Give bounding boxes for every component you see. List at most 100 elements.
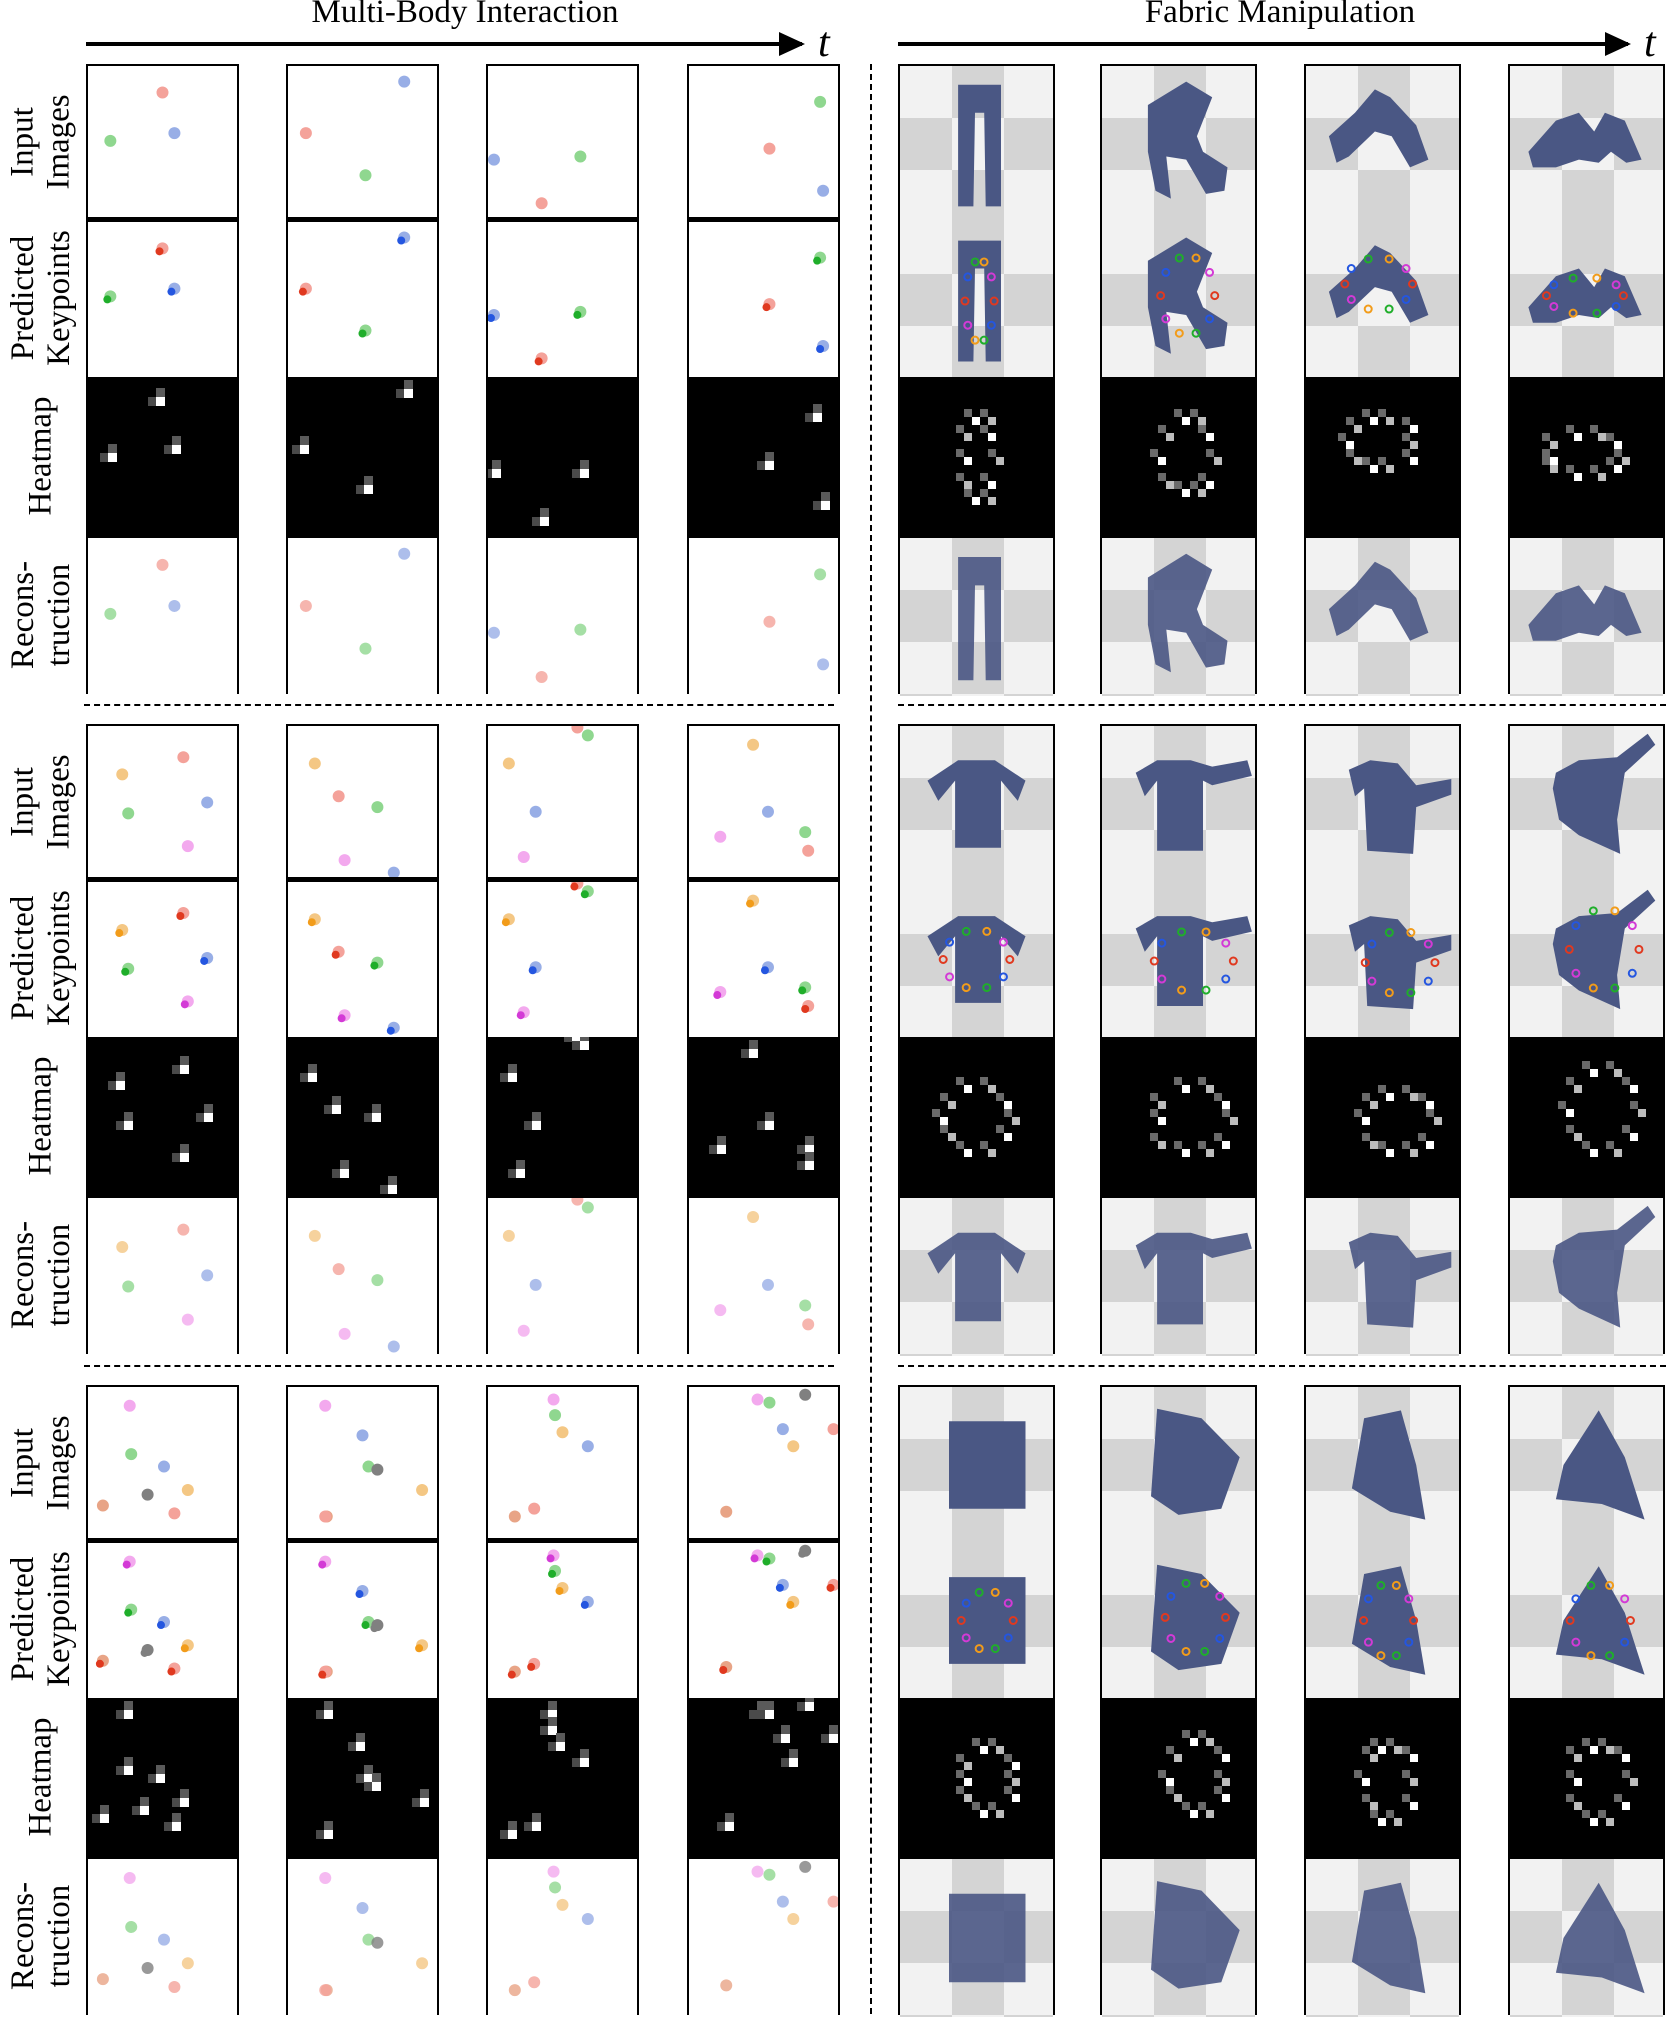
keypoint — [1215, 1591, 1225, 1601]
keypoint — [1611, 301, 1621, 311]
heatmap-peak — [172, 445, 181, 454]
ball — [720, 1979, 733, 1992]
heatmap-peak — [964, 433, 972, 441]
row-label-line: Predicted — [5, 1556, 42, 1681]
keypoint — [1360, 958, 1370, 968]
keypoint — [1571, 968, 1581, 978]
fabric-shape — [1147, 237, 1228, 354]
panel-keypoints — [1510, 222, 1663, 377]
reconstruction-image — [720, 1860, 838, 1992]
input-image — [508, 1393, 594, 1523]
heatmap-image — [1558, 1061, 1646, 1157]
heatmap-peak — [1622, 1754, 1630, 1762]
keypoint — [355, 1590, 364, 1599]
panel-keypoints — [689, 1543, 838, 1698]
heatmap-peak — [1362, 1778, 1370, 1786]
ball — [799, 826, 812, 839]
fabric-shape — [1328, 89, 1429, 168]
keypoint — [548, 1569, 557, 1578]
keypoint — [1571, 921, 1581, 931]
ball — [574, 150, 587, 163]
heatmap-peak — [988, 417, 996, 425]
panel-input — [1510, 1387, 1663, 1543]
input-image — [1328, 89, 1429, 168]
keypoint — [307, 918, 316, 927]
keypoint — [1376, 1580, 1386, 1590]
heatmap-peak — [300, 445, 309, 454]
heatmap-peak — [1614, 465, 1622, 473]
keypoint — [961, 1633, 971, 1643]
ball — [157, 1460, 170, 1473]
ball — [827, 1423, 838, 1436]
keypoints-image — [949, 1577, 1026, 1664]
heatmap-peak — [1370, 1101, 1378, 1109]
keypoint — [1586, 1580, 1596, 1590]
fabric-shape — [927, 916, 1026, 1003]
keypoint — [746, 899, 755, 908]
heatmap-image — [1338, 409, 1418, 473]
keypoint — [570, 882, 579, 891]
keypoint — [155, 247, 164, 256]
ball — [720, 1505, 733, 1518]
heatmap-image — [488, 460, 589, 526]
ball — [827, 1895, 838, 1908]
heatmap-peak — [1574, 1133, 1582, 1141]
heatmap-peak — [100, 1814, 109, 1823]
panel-reconstruction — [1510, 1198, 1663, 1356]
panel-keypoints — [288, 882, 437, 1037]
heatmap-peak — [356, 1742, 365, 1751]
heatmap-peak — [1230, 1117, 1238, 1125]
keypoint — [986, 320, 996, 330]
keypoints-image — [1528, 268, 1642, 323]
row-label-text: Predicted Keypoints — [5, 230, 77, 366]
ball — [761, 1278, 774, 1291]
ball — [747, 1210, 760, 1223]
keypoints-image — [1552, 889, 1656, 1010]
keypoint — [1157, 974, 1167, 984]
keypoint — [798, 986, 807, 995]
heatmap-peak — [548, 1726, 557, 1735]
keypoint — [1160, 1612, 1170, 1622]
heatmap-image — [500, 1037, 589, 1178]
input-image — [96, 1399, 194, 1520]
heatmap-peak — [1346, 441, 1354, 449]
heatmap-peak — [364, 485, 373, 494]
heatmap-peak — [1182, 489, 1190, 497]
heatmap-peak — [964, 1778, 972, 1786]
row-label-input: Input Images — [0, 64, 82, 220]
keypoint — [1156, 291, 1166, 301]
ball — [371, 1463, 384, 1476]
heatmap-peak — [204, 1113, 213, 1122]
fabric-frame — [1508, 724, 1665, 1356]
keypoints-image — [719, 1544, 838, 1674]
keypoint — [1363, 1637, 1373, 1647]
panel-reconstruction — [288, 1198, 437, 1356]
ball — [787, 1913, 800, 1926]
row-label-reconstruction: Recons-truction — [0, 1196, 82, 1354]
panel-heatmap — [900, 1698, 1053, 1859]
heatmap-peak — [749, 1049, 758, 1058]
keypoint — [1174, 253, 1184, 263]
keypoints-image — [298, 231, 411, 338]
keypoints-image — [307, 913, 400, 1035]
ball — [201, 1269, 214, 1282]
ball — [201, 796, 214, 809]
ball — [761, 805, 774, 818]
keypoint — [1177, 927, 1187, 937]
fabric-shape — [1555, 1410, 1645, 1520]
panel-heatmap — [88, 1037, 237, 1198]
input-image — [1552, 733, 1656, 854]
keypoint — [528, 966, 537, 975]
heatmap-image — [500, 1701, 589, 1839]
panel-input — [689, 66, 838, 222]
ball — [535, 671, 548, 684]
ball — [96, 1499, 109, 1512]
heatmap-peak — [1004, 1133, 1012, 1141]
panel-reconstruction — [488, 1198, 637, 1356]
keypoint — [331, 950, 340, 959]
heatmap-peak — [1614, 1149, 1622, 1157]
heatmap-peak — [1206, 433, 1214, 441]
keypoint — [1363, 304, 1373, 314]
heatmap-peak — [124, 1121, 133, 1130]
keypoint — [762, 303, 771, 312]
